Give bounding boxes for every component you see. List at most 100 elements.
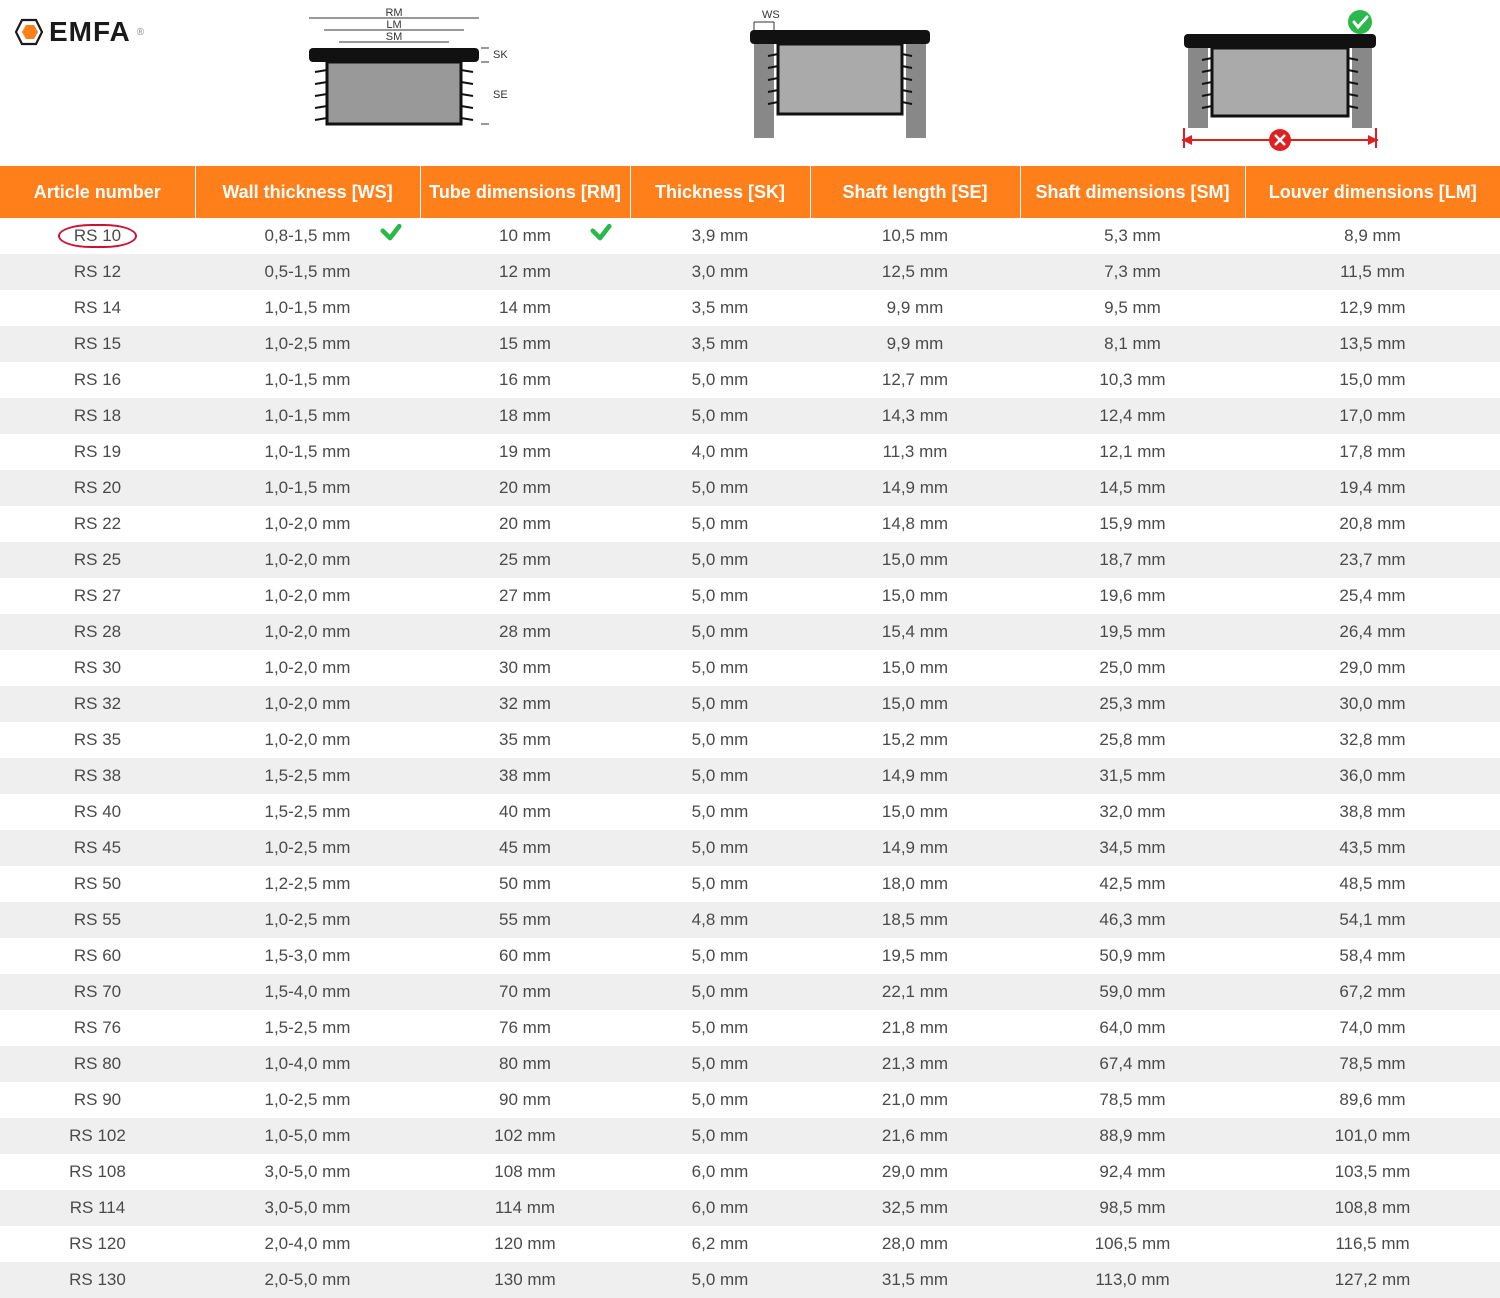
cell-sk: 5,0 mm xyxy=(630,1082,810,1118)
cell-sm: 25,8 mm xyxy=(1020,722,1245,758)
cell-sk: 5,0 mm xyxy=(630,506,810,542)
cell-lm: 11,5 mm xyxy=(1245,254,1500,290)
cell-sk: 5,0 mm xyxy=(630,398,810,434)
cell-rm: 27 mm xyxy=(420,578,630,614)
table-row[interactable]: RS 381,5-2,5 mm38 mm5,0 mm14,9 mm31,5 mm… xyxy=(0,758,1500,794)
table-row[interactable]: RS 1143,0-5,0 mm114 mm6,0 mm32,5 mm98,5 … xyxy=(0,1190,1500,1226)
cell-se: 14,9 mm xyxy=(810,830,1020,866)
table-row[interactable]: RS 551,0-2,5 mm55 mm4,8 mm18,5 mm46,3 mm… xyxy=(0,902,1500,938)
cell-ws: 1,0-2,0 mm xyxy=(195,542,420,578)
table-row[interactable]: RS 151,0-2,5 mm15 mm3,5 mm9,9 mm8,1 mm13… xyxy=(0,326,1500,362)
cell-article: RS 20 xyxy=(0,470,195,506)
table-row[interactable]: RS 451,0-2,5 mm45 mm5,0 mm14,9 mm34,5 mm… xyxy=(0,830,1500,866)
table-row[interactable]: RS 141,0-1,5 mm14 mm3,5 mm9,9 mm9,5 mm12… xyxy=(0,290,1500,326)
cell-rm: 130 mm xyxy=(420,1262,630,1298)
table-row[interactable]: RS 120,5-1,5 mm12 mm3,0 mm12,5 mm7,3 mm1… xyxy=(0,254,1500,290)
cell-article: RS 32 xyxy=(0,686,195,722)
cell-lm: 30,0 mm xyxy=(1245,686,1500,722)
cell-sm: 9,5 mm xyxy=(1020,290,1245,326)
table-row[interactable]: RS 281,0-2,0 mm28 mm5,0 mm15,4 mm19,5 mm… xyxy=(0,614,1500,650)
cell-sk: 5,0 mm xyxy=(630,794,810,830)
col-lm[interactable]: Louver dimensions [LM] xyxy=(1245,166,1500,218)
table-row[interactable]: RS 801,0-4,0 mm80 mm5,0 mm21,3 mm67,4 mm… xyxy=(0,1046,1500,1082)
cell-ws: 3,0-5,0 mm xyxy=(195,1190,420,1226)
table-row[interactable]: RS 1302,0-5,0 mm130 mm5,0 mm31,5 mm113,0… xyxy=(0,1262,1500,1298)
cell-lm: 101,0 mm xyxy=(1245,1118,1500,1154)
table-row[interactable]: RS 161,0-1,5 mm16 mm5,0 mm12,7 mm10,3 mm… xyxy=(0,362,1500,398)
cell-sk: 5,0 mm xyxy=(630,830,810,866)
cell-sm: 78,5 mm xyxy=(1020,1082,1245,1118)
table-row[interactable]: RS 181,0-1,5 mm18 mm5,0 mm14,3 mm12,4 mm… xyxy=(0,398,1500,434)
cell-se: 14,3 mm xyxy=(810,398,1020,434)
table-row[interactable]: RS 301,0-2,0 mm30 mm5,0 mm15,0 mm25,0 mm… xyxy=(0,650,1500,686)
cell-lm: 36,0 mm xyxy=(1245,758,1500,794)
cell-se: 32,5 mm xyxy=(810,1190,1020,1226)
cell-se: 21,8 mm xyxy=(810,1010,1020,1046)
cell-sm: 50,9 mm xyxy=(1020,938,1245,974)
table-row[interactable]: RS 401,5-2,5 mm40 mm5,0 mm15,0 mm32,0 mm… xyxy=(0,794,1500,830)
cell-sk: 4,0 mm xyxy=(630,434,810,470)
cell-rm: 102 mm xyxy=(420,1118,630,1154)
cell-article: RS 120 xyxy=(0,1226,195,1262)
cell-article: RS 30 xyxy=(0,650,195,686)
table-row[interactable]: RS 191,0-1,5 mm19 mm4,0 mm11,3 mm12,1 mm… xyxy=(0,434,1500,470)
table-row[interactable]: RS 321,0-2,0 mm32 mm5,0 mm15,0 mm25,3 mm… xyxy=(0,686,1500,722)
table-row[interactable]: RS 221,0-2,0 mm20 mm5,0 mm14,8 mm15,9 mm… xyxy=(0,506,1500,542)
cell-ws: 1,5-2,5 mm xyxy=(195,794,420,830)
cell-rm: 38 mm xyxy=(420,758,630,794)
cell-se: 15,0 mm xyxy=(810,578,1020,614)
svg-text:WS: WS xyxy=(762,9,780,21)
table-row[interactable]: RS 1202,0-4,0 mm120 mm6,2 mm28,0 mm106,5… xyxy=(0,1226,1500,1262)
cell-sk: 6,0 mm xyxy=(630,1154,810,1190)
table-row[interactable]: RS 601,5-3,0 mm60 mm5,0 mm19,5 mm50,9 mm… xyxy=(0,938,1500,974)
cell-article: RS 16 xyxy=(0,362,195,398)
col-rm[interactable]: Tube dimensions [RM] xyxy=(420,166,630,218)
cell-sk: 5,0 mm xyxy=(630,1046,810,1082)
cell-ws: 2,0-5,0 mm xyxy=(195,1262,420,1298)
cell-sm: 8,1 mm xyxy=(1020,326,1245,362)
col-se[interactable]: Shaft length [SE] xyxy=(810,166,1020,218)
cell-sk: 5,0 mm xyxy=(630,686,810,722)
cell-article: RS 130 xyxy=(0,1262,195,1298)
logo-hex-icon xyxy=(15,18,43,46)
table-row[interactable]: RS 100,8-1,5 mm10 mm3,9 mm10,5 mm5,3 mm8… xyxy=(0,218,1500,254)
cell-rm: 108 mm xyxy=(420,1154,630,1190)
table-row[interactable]: RS 701,5-4,0 mm70 mm5,0 mm22,1 mm59,0 mm… xyxy=(0,974,1500,1010)
cell-lm: 78,5 mm xyxy=(1245,1046,1500,1082)
cell-lm: 43,5 mm xyxy=(1245,830,1500,866)
cell-rm: 20 mm xyxy=(420,470,630,506)
svg-text:SK: SK xyxy=(493,49,508,61)
cell-se: 15,2 mm xyxy=(810,722,1020,758)
cell-lm: 116,5 mm xyxy=(1245,1226,1500,1262)
table-row[interactable]: RS 351,0-2,0 mm35 mm5,0 mm15,2 mm25,8 mm… xyxy=(0,722,1500,758)
col-article[interactable]: Article number xyxy=(0,166,195,218)
table-row[interactable]: RS 251,0-2,0 mm25 mm5,0 mm15,0 mm18,7 mm… xyxy=(0,542,1500,578)
table-row[interactable]: RS 271,0-2,0 mm27 mm5,0 mm15,0 mm19,6 mm… xyxy=(0,578,1500,614)
cell-rm: 120 mm xyxy=(420,1226,630,1262)
table-row[interactable]: RS 901,0-2,5 mm90 mm5,0 mm21,0 mm78,5 mm… xyxy=(0,1082,1500,1118)
table-row[interactable]: RS 201,0-1,5 mm20 mm5,0 mm14,9 mm14,5 mm… xyxy=(0,470,1500,506)
cell-lm: 17,8 mm xyxy=(1245,434,1500,470)
diagram-dimensions: RM LM SM SK SE xyxy=(279,8,509,138)
cell-se: 12,5 mm xyxy=(810,254,1020,290)
cell-sk: 5,0 mm xyxy=(630,1118,810,1154)
cell-sm: 64,0 mm xyxy=(1020,1010,1245,1046)
cell-sm: 98,5 mm xyxy=(1020,1190,1245,1226)
cell-article: RS 70 xyxy=(0,974,195,1010)
brand-name: EMFA xyxy=(49,16,131,48)
cell-ws: 1,0-1,5 mm xyxy=(195,398,420,434)
cell-lm: 13,5 mm xyxy=(1245,326,1500,362)
table-row[interactable]: RS 501,2-2,5 mm50 mm5,0 mm18,0 mm42,5 mm… xyxy=(0,866,1500,902)
col-sm[interactable]: Shaft dimensions [SM] xyxy=(1020,166,1245,218)
cell-ws: 0,5-1,5 mm xyxy=(195,254,420,290)
cell-rm: 12 mm xyxy=(420,254,630,290)
col-sk[interactable]: Thickness [SK] xyxy=(630,166,810,218)
cell-article: RS 55 xyxy=(0,902,195,938)
table-row[interactable]: RS 761,5-2,5 mm76 mm5,0 mm21,8 mm64,0 mm… xyxy=(0,1010,1500,1046)
cell-se: 11,3 mm xyxy=(810,434,1020,470)
table-row[interactable]: RS 1083,0-5,0 mm108 mm6,0 mm29,0 mm92,4 … xyxy=(0,1154,1500,1190)
cell-ws: 1,5-2,5 mm xyxy=(195,1010,420,1046)
table-row[interactable]: RS 1021,0-5,0 mm102 mm5,0 mm21,6 mm88,9 … xyxy=(0,1118,1500,1154)
cell-sm: 113,0 mm xyxy=(1020,1262,1245,1298)
col-ws[interactable]: Wall thickness [WS] xyxy=(195,166,420,218)
